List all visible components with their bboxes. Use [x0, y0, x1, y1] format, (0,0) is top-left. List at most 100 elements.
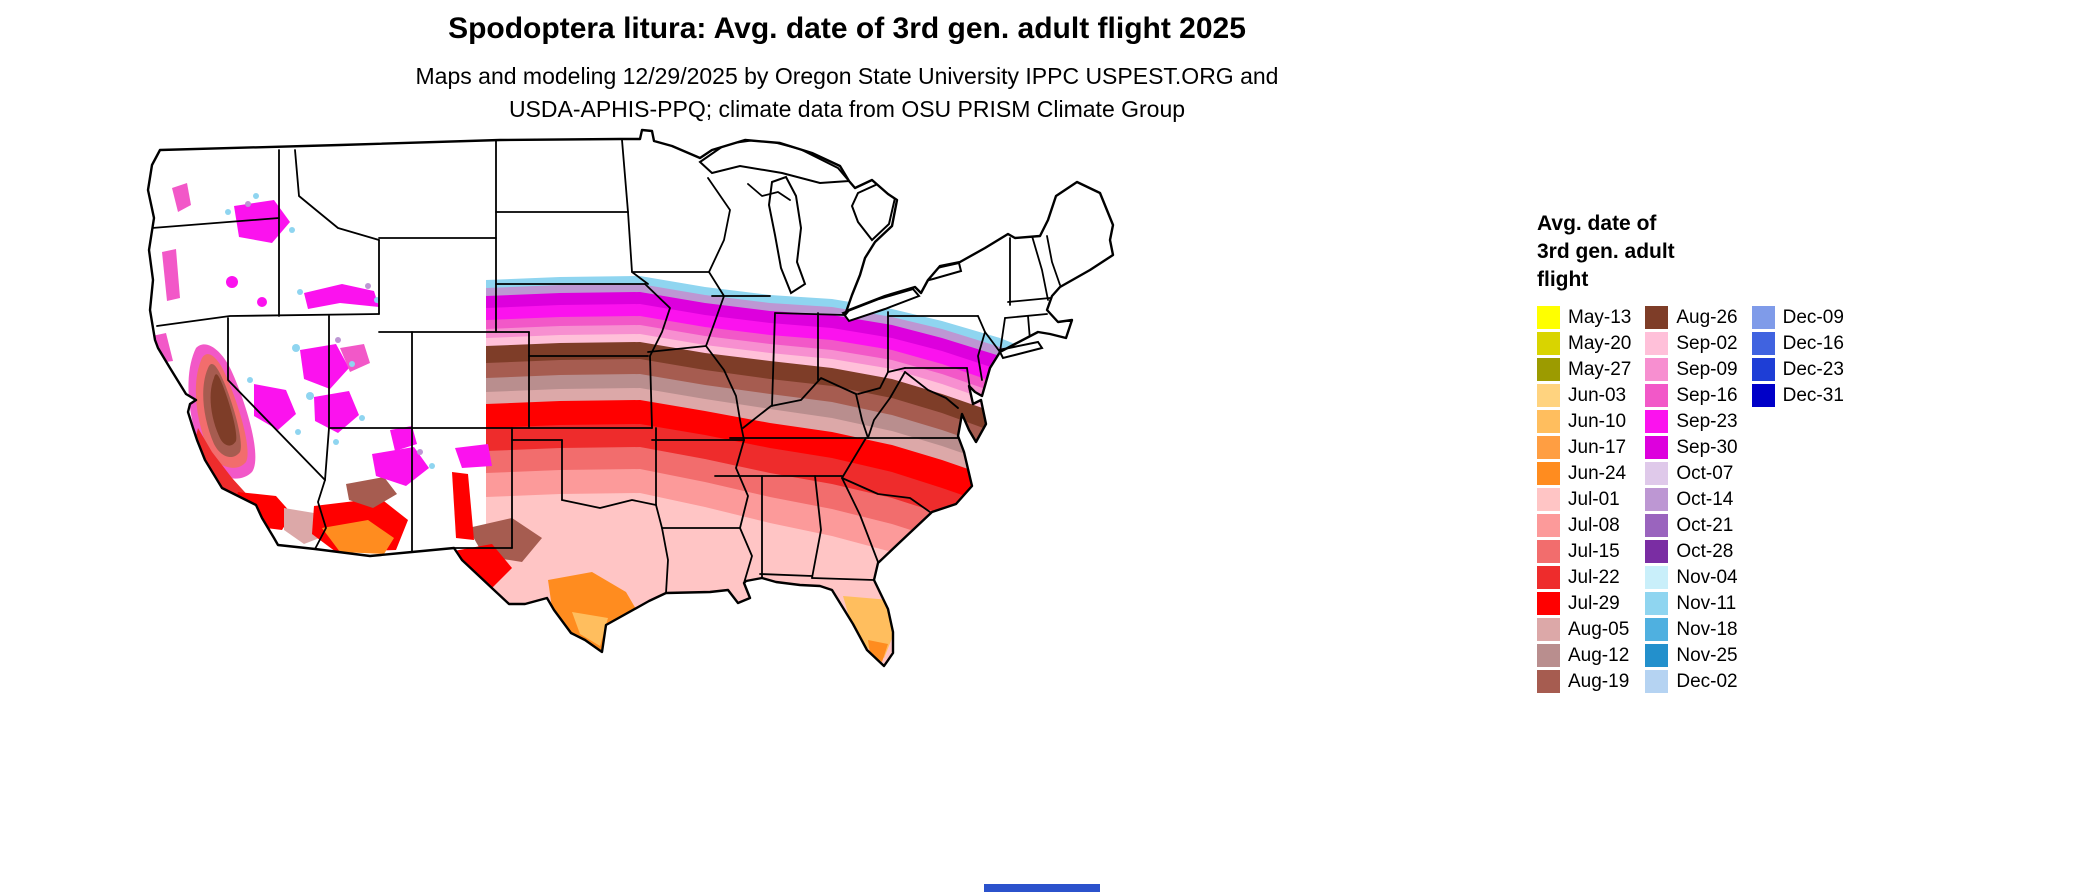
legend-entry-label: Sep-30: [1676, 436, 1738, 458]
legend-color-swatch: [1537, 644, 1560, 667]
legend-title-line-1: Avg. date of: [1537, 212, 1657, 235]
legend-entry-label: Nov-11: [1676, 592, 1737, 614]
region-east-or-speck-2: [257, 297, 267, 307]
legend-entry: Dec-31: [1751, 384, 1844, 407]
legend-entry: Oct-28: [1645, 540, 1737, 563]
legend-color-swatch: [1645, 488, 1669, 511]
legend-color-swatch: [1645, 436, 1669, 459]
legend-entry-label: Oct-14: [1676, 488, 1734, 510]
legend-color-swatch: [1645, 332, 1669, 355]
region-az-magenta: [372, 447, 429, 486]
legend-entry-label: Sep-16: [1676, 384, 1738, 406]
legend-entry-label: Nov-04: [1676, 566, 1738, 588]
west-purple-fringe-specks: [245, 201, 423, 455]
legend-entry: Aug-26: [1645, 306, 1738, 329]
legend-entry: Nov-04: [1645, 566, 1738, 589]
legend-entry-label: Jun-03: [1568, 384, 1627, 406]
legend-color-swatch: [1537, 618, 1560, 641]
legend-entry-label: Nov-18: [1676, 618, 1738, 640]
legend-color-swatch: [1645, 410, 1669, 433]
region-rio-grande-red: [452, 472, 474, 540]
legend-entry-label: Aug-12: [1568, 644, 1630, 666]
legend-entry: Aug-19: [1537, 670, 1631, 693]
legend-entry-label: Jul-15: [1568, 540, 1620, 562]
legend-color-swatch: [1645, 514, 1669, 537]
subtitle-line-1: Maps and modeling 12/29/2025 by Oregon S…: [415, 63, 1279, 89]
legend-entry: Jul-29: [1537, 592, 1631, 615]
legend-entry-label: Aug-05: [1568, 618, 1630, 640]
legend-color-swatch: [1645, 618, 1669, 641]
map-legend: Avg. date of 3rd gen. adult flight May-1…: [1537, 210, 1967, 696]
legend-entry-label: Aug-19: [1568, 670, 1630, 692]
legend-entry-label: Jul-29: [1568, 592, 1620, 614]
legend-entry-label: May-27: [1568, 358, 1632, 380]
legend-entry: Jun-24: [1537, 462, 1631, 485]
legend-entry-label: Dec-31: [1782, 384, 1844, 406]
legend-entry: Sep-30: [1645, 436, 1738, 459]
legend-entry: Oct-07: [1645, 462, 1737, 485]
legend-entry-label: May-20: [1568, 332, 1632, 354]
legend-columns: May-13 May-20 May-27 Jun-03 Jun-10 Jun-17 Jun-…: [1537, 306, 1967, 696]
legend-entry: Jun-10: [1537, 410, 1631, 433]
legend-entry-label: Dec-09: [1782, 306, 1844, 328]
long-island: [997, 340, 1044, 360]
subtitle-line-2: USDA-APHIS-PPQ; climate data from OSU PR…: [508, 96, 1186, 122]
legend-entry-label: Aug-26: [1676, 306, 1738, 328]
legend-entry: May-20: [1537, 332, 1631, 355]
region-nv-magenta-1: [300, 344, 349, 389]
page-title: Spodoptera litura: Avg. date of 3rd gen.…: [448, 12, 1246, 45]
region-snake-plain-magenta: [304, 284, 379, 309]
legend-entry: Jul-01: [1537, 488, 1631, 511]
legend-color-swatch: [1537, 592, 1560, 615]
region-columbia-basin-magenta: [234, 200, 290, 243]
legend-color-swatch: [1537, 306, 1560, 329]
legend-entry: Aug-12: [1537, 644, 1631, 667]
legend-entry-label: Jul-01: [1568, 488, 1620, 510]
page-subtitle: Maps and modeling 12/29/2025 by Oregon S…: [0, 60, 1694, 126]
legend-color-swatch: [1537, 384, 1560, 407]
legend-entry: Jul-22: [1537, 566, 1631, 589]
legend-entry: Sep-23: [1645, 410, 1738, 433]
legend-entry: Sep-02: [1645, 332, 1738, 355]
region-new-mexico-magenta: [455, 444, 492, 468]
lake-michigan: [767, 175, 807, 295]
region-ca-valley-core: [210, 374, 237, 446]
legend-entry-label: Dec-23: [1782, 358, 1844, 380]
legend-entry-label: Jun-10: [1568, 410, 1627, 432]
region-nv-magenta-2: [314, 391, 359, 433]
region-az-brown: [346, 477, 397, 508]
legend-color-swatch: [1645, 384, 1669, 407]
legend-entry: Dec-23: [1751, 358, 1844, 381]
legend-entry: Jun-17: [1537, 436, 1631, 459]
legend-entry: Jun-03: [1537, 384, 1631, 407]
legend-color-swatch: [1645, 592, 1669, 615]
legend-entry: Dec-09: [1751, 306, 1844, 329]
legend-entry-label: Oct-28: [1676, 540, 1734, 562]
legend-color-swatch: [1645, 670, 1669, 693]
legend-color-swatch: [1645, 644, 1669, 667]
region-willamette-magenta: [162, 249, 180, 301]
legend-title-line-3: flight: [1537, 268, 1589, 291]
legend-entry: Jul-15: [1537, 540, 1631, 563]
legend-color-swatch: [1645, 566, 1669, 589]
legend-column-3: Dec-09 Dec-16 Dec-23 Dec-31: [1751, 306, 1844, 696]
legend-entry-label: Jul-08: [1568, 514, 1620, 536]
map-header: Spodoptera litura: Avg. date of 3rd gen.…: [0, 12, 1694, 126]
legend-entry-label: Nov-25: [1676, 644, 1738, 666]
region-puget-magenta: [172, 183, 191, 212]
region-ut-magenta-2: [390, 426, 417, 451]
legend-column-2: Aug-26 Sep-02 Sep-09 Sep-16 Sep-23 Sep-30 Oct-…: [1645, 306, 1738, 696]
legend-entry-label: Sep-02: [1676, 332, 1738, 354]
legend-entry-label: Sep-23: [1676, 410, 1738, 432]
legend-entry: Oct-14: [1645, 488, 1737, 511]
legend-color-swatch: [1645, 462, 1669, 485]
legend-entry-label: Dec-02: [1676, 670, 1738, 692]
legend-title-line-2: 3rd gen. adult: [1537, 240, 1675, 263]
legend-color-swatch: [1751, 332, 1775, 355]
bottom-blue-strip: [984, 884, 1100, 892]
legend-color-swatch: [1537, 332, 1560, 355]
legend-color-swatch: [1537, 488, 1560, 511]
legend-color-swatch: [1751, 384, 1775, 407]
legend-entry-label: Oct-21: [1676, 514, 1734, 536]
